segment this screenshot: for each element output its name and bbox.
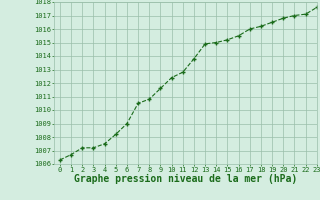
X-axis label: Graphe pression niveau de la mer (hPa): Graphe pression niveau de la mer (hPa) (74, 174, 297, 184)
